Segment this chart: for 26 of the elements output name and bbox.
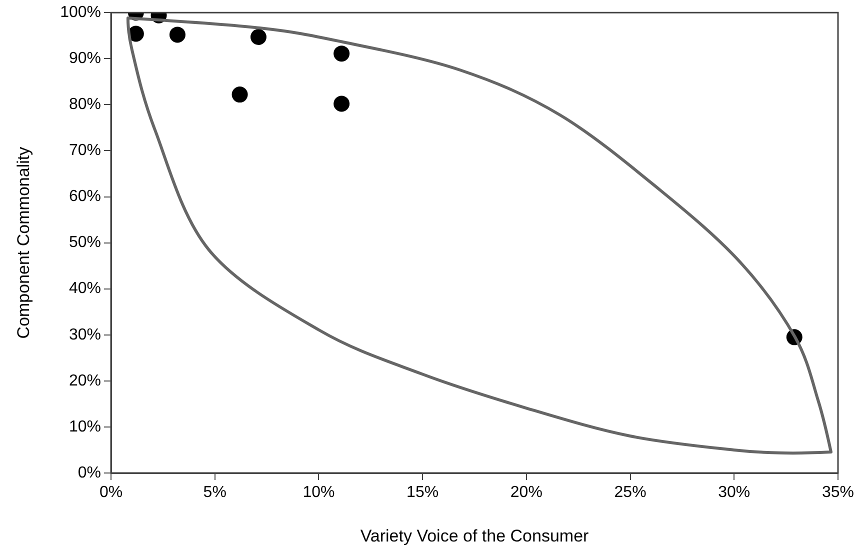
x-axis-title: Variety Voice of the Consumer — [360, 526, 590, 546]
x-tick-label: 10% — [302, 484, 335, 502]
point — [232, 86, 248, 103]
x-tick-label: 30% — [718, 484, 750, 502]
x-tick-label: 35% — [822, 484, 854, 502]
x-tick-label: 5% — [203, 484, 226, 502]
y-tick-label: 100% — [60, 4, 101, 22]
x-tick-label: 0% — [99, 484, 123, 502]
y-tick-label: 10% — [68, 418, 101, 436]
y-tick-label: 30% — [68, 326, 101, 344]
y-tick-label: 50% — [68, 234, 101, 252]
point — [169, 26, 186, 43]
point — [334, 96, 350, 112]
y-tick-label: 40% — [68, 280, 101, 298]
x-tick-label: 20% — [510, 484, 542, 502]
x-tick-label: 25% — [614, 484, 646, 502]
y-tick-label: 20% — [68, 372, 101, 390]
y-tick-label: 60% — [68, 188, 101, 206]
y-tick-label: 70% — [68, 142, 101, 160]
y-tick-label: 90% — [68, 50, 101, 68]
y-axis-title: Component Commonality — [14, 146, 33, 339]
point — [334, 46, 350, 62]
y-tick-label: 80% — [68, 96, 101, 114]
x-tick-label: 15% — [406, 484, 439, 502]
y-tick-label: 0% — [78, 464, 101, 482]
point — [250, 29, 266, 45]
